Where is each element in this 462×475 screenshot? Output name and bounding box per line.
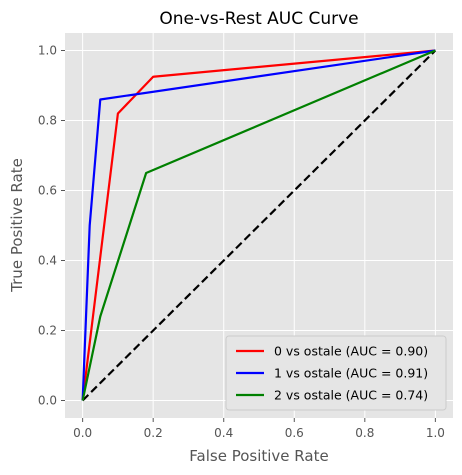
x-tick-label: 0.6 (285, 426, 304, 440)
x-tick-label: 0.0 (73, 426, 92, 440)
y-tick-label: 0.8 (38, 114, 57, 128)
x-axis-label: False Positive Rate (189, 447, 328, 465)
chance-diagonal-line (81, 49, 437, 402)
legend-label: 1 vs ostale (AUC = 0.91) (274, 366, 428, 381)
legend-label: 2 vs ostale (AUC = 0.74) (274, 388, 428, 403)
y-tick-label: 0.4 (38, 254, 57, 268)
y-tick-label: 1.0 (38, 44, 57, 58)
y-tick-label: 0.2 (38, 324, 57, 338)
axis-ticks: 0.0 0.2 0.4 0.6 0.8 1.0 0.0 0.2 0.4 0.6 0.8 1.0 (38, 44, 445, 441)
x-tick-label: 0.2 (144, 426, 163, 440)
legend-box (225, 335, 447, 411)
series-lines (81, 49, 437, 402)
chart-title: One-vs-Rest AUC Curve (159, 9, 358, 29)
legend: 0 vs ostale (AUC = 0.90) 1 vs ostale (AUC… (225, 335, 447, 411)
y-tick-label: 0.6 (38, 184, 57, 198)
x-tick-label: 0.4 (214, 426, 233, 440)
y-axis-label: True Positive Rate (8, 158, 26, 293)
legend-label: 0 vs ostale (AUC = 0.90) (274, 344, 428, 359)
x-tick-label: 0.8 (355, 426, 374, 440)
y-tick-label: 0.0 (38, 394, 57, 408)
roc-series-2 (81, 49, 436, 401)
x-tick-label: 1.0 (426, 426, 445, 440)
roc-series-1 (81, 49, 436, 401)
